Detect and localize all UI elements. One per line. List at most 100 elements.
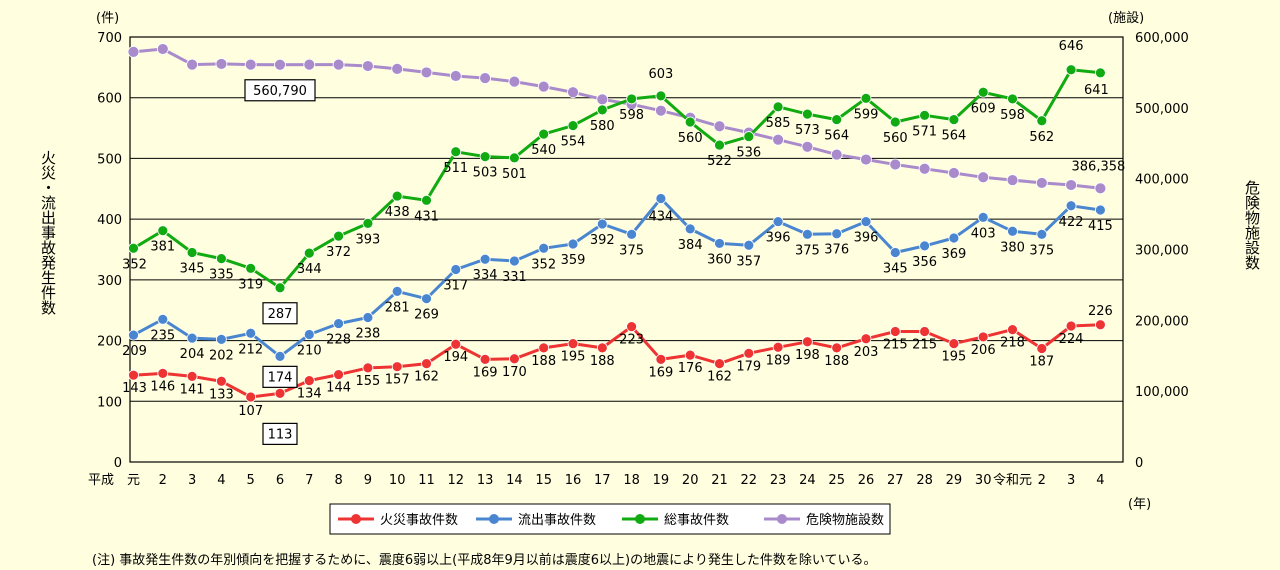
fire-value-label: 218 (1000, 336, 1025, 351)
spill-value-label: 375 (1029, 243, 1054, 258)
spill-value-label: 212 (238, 342, 263, 357)
right-axis-ticks: 0 100,000 200,000 300,000 400,000 500,000 600,… (1135, 31, 1189, 471)
x-tick-label: 26 (858, 473, 875, 488)
facility-highlight-box (244, 79, 316, 102)
facility-point (127, 45, 140, 58)
spill-point (450, 264, 462, 275)
spill-point (1036, 228, 1048, 240)
total-line (132, 68, 1101, 290)
x-tick-label: 20 (682, 473, 699, 488)
total-value-label: 536 (736, 146, 761, 161)
total-value-label: 438 (385, 205, 410, 220)
x-tick-label: 3 (1067, 473, 1075, 488)
fire-point (860, 333, 872, 345)
spill-point (889, 247, 901, 258)
spill-point (128, 329, 139, 341)
spill-value-label: 359 (561, 253, 586, 268)
spill-point (1007, 225, 1018, 237)
x-tick-label: 3 (188, 473, 196, 488)
spill-point (479, 253, 491, 265)
fire-point (186, 370, 198, 382)
fire-value-label: 189 (766, 353, 791, 368)
spill-value-label: 375 (619, 243, 644, 258)
spill-value-label: 392 (590, 233, 615, 248)
x-tick-label: 23 (770, 473, 787, 488)
facility-point (156, 43, 169, 55)
total-value-label: 560 (883, 131, 908, 146)
x-tick-label: 28 (916, 473, 933, 488)
x-tick-label: 30 (975, 473, 992, 488)
fire-point (509, 353, 520, 365)
spill-value-label: 317 (443, 279, 468, 294)
total-point (391, 190, 403, 202)
facility-point (479, 72, 492, 84)
facility-point (186, 58, 199, 71)
spill-point (860, 216, 872, 227)
fire-point (802, 336, 813, 348)
legend-swatch-point-spill (489, 514, 499, 524)
total-point (538, 128, 550, 140)
facility-point (772, 133, 784, 146)
total-value-label: 580 (590, 119, 615, 134)
fire-value-label: 179 (736, 359, 761, 374)
total-value-label: 345 (180, 262, 205, 277)
x-tick-label: 17 (594, 473, 611, 488)
facility-point (303, 58, 316, 71)
total-value-label: 540 (531, 143, 556, 158)
fire-point (919, 326, 930, 337)
facility-point (215, 58, 228, 70)
x-tick-label: 7 (305, 473, 313, 488)
total-point (743, 131, 755, 142)
fire-value-label: 113 (268, 427, 293, 442)
total-value-label: 352 (122, 257, 147, 272)
spill-point (802, 228, 813, 240)
x-tick-label: 13 (477, 473, 494, 488)
fire-point (977, 331, 989, 343)
x-tick-label: 8 (334, 473, 342, 488)
x-tick-label: 2 (159, 473, 167, 488)
total-point (977, 86, 989, 98)
fire-point (684, 349, 696, 361)
total-point (948, 114, 960, 125)
facility-point (244, 58, 257, 71)
total-value-label: 560 (678, 131, 703, 146)
total-point (128, 242, 139, 254)
total-value-label: 372 (326, 245, 351, 260)
left-axis-title: 火災・流出事故発生件数 (39, 150, 57, 315)
fire-point (215, 375, 227, 387)
right-tick-label: 500,000 (1135, 102, 1189, 117)
x-tick-label: 5 (247, 473, 255, 488)
spill-point (684, 223, 696, 235)
spill-value-label: 334 (473, 268, 498, 283)
spill-point (919, 240, 930, 252)
facility-point (420, 66, 433, 79)
fire-value-label: 170 (502, 365, 527, 380)
left-tick-label: 400 (97, 213, 122, 228)
total-value-label: 393 (355, 232, 380, 247)
total-value-label: 503 (473, 166, 498, 181)
spill-value-label: 204 (180, 347, 205, 362)
data-labels: 143 146 141 133 107 113 134 144 155 157 162 194 169 1… (122, 39, 1125, 445)
total-value-label: 609 (971, 101, 996, 116)
total-value-label: 511 (443, 161, 468, 176)
fire-value-label: 206 (971, 343, 996, 358)
total-point (831, 114, 843, 125)
fire-value-label: 155 (355, 374, 380, 389)
facility-point (918, 162, 931, 175)
series-layer (127, 43, 1107, 403)
spill-value-label: 209 (122, 344, 147, 359)
total-point (626, 93, 637, 105)
spill-point (567, 238, 579, 250)
x-tick-label: 2 (1038, 473, 1046, 488)
x-tick-label: 4 (217, 473, 225, 488)
facility-point (596, 93, 609, 106)
fire-value-label: 162 (707, 370, 732, 385)
fire-point (567, 338, 579, 350)
spill-value-label: 415 (1088, 219, 1113, 234)
fire-value-label: 146 (150, 379, 175, 394)
x-tick-label: 4 (1096, 473, 1104, 488)
fire-value-label: 141 (180, 382, 205, 397)
total-value-label: 319 (238, 277, 263, 292)
x-axis-unit: (年) (1128, 497, 1151, 512)
total-point (274, 282, 286, 294)
